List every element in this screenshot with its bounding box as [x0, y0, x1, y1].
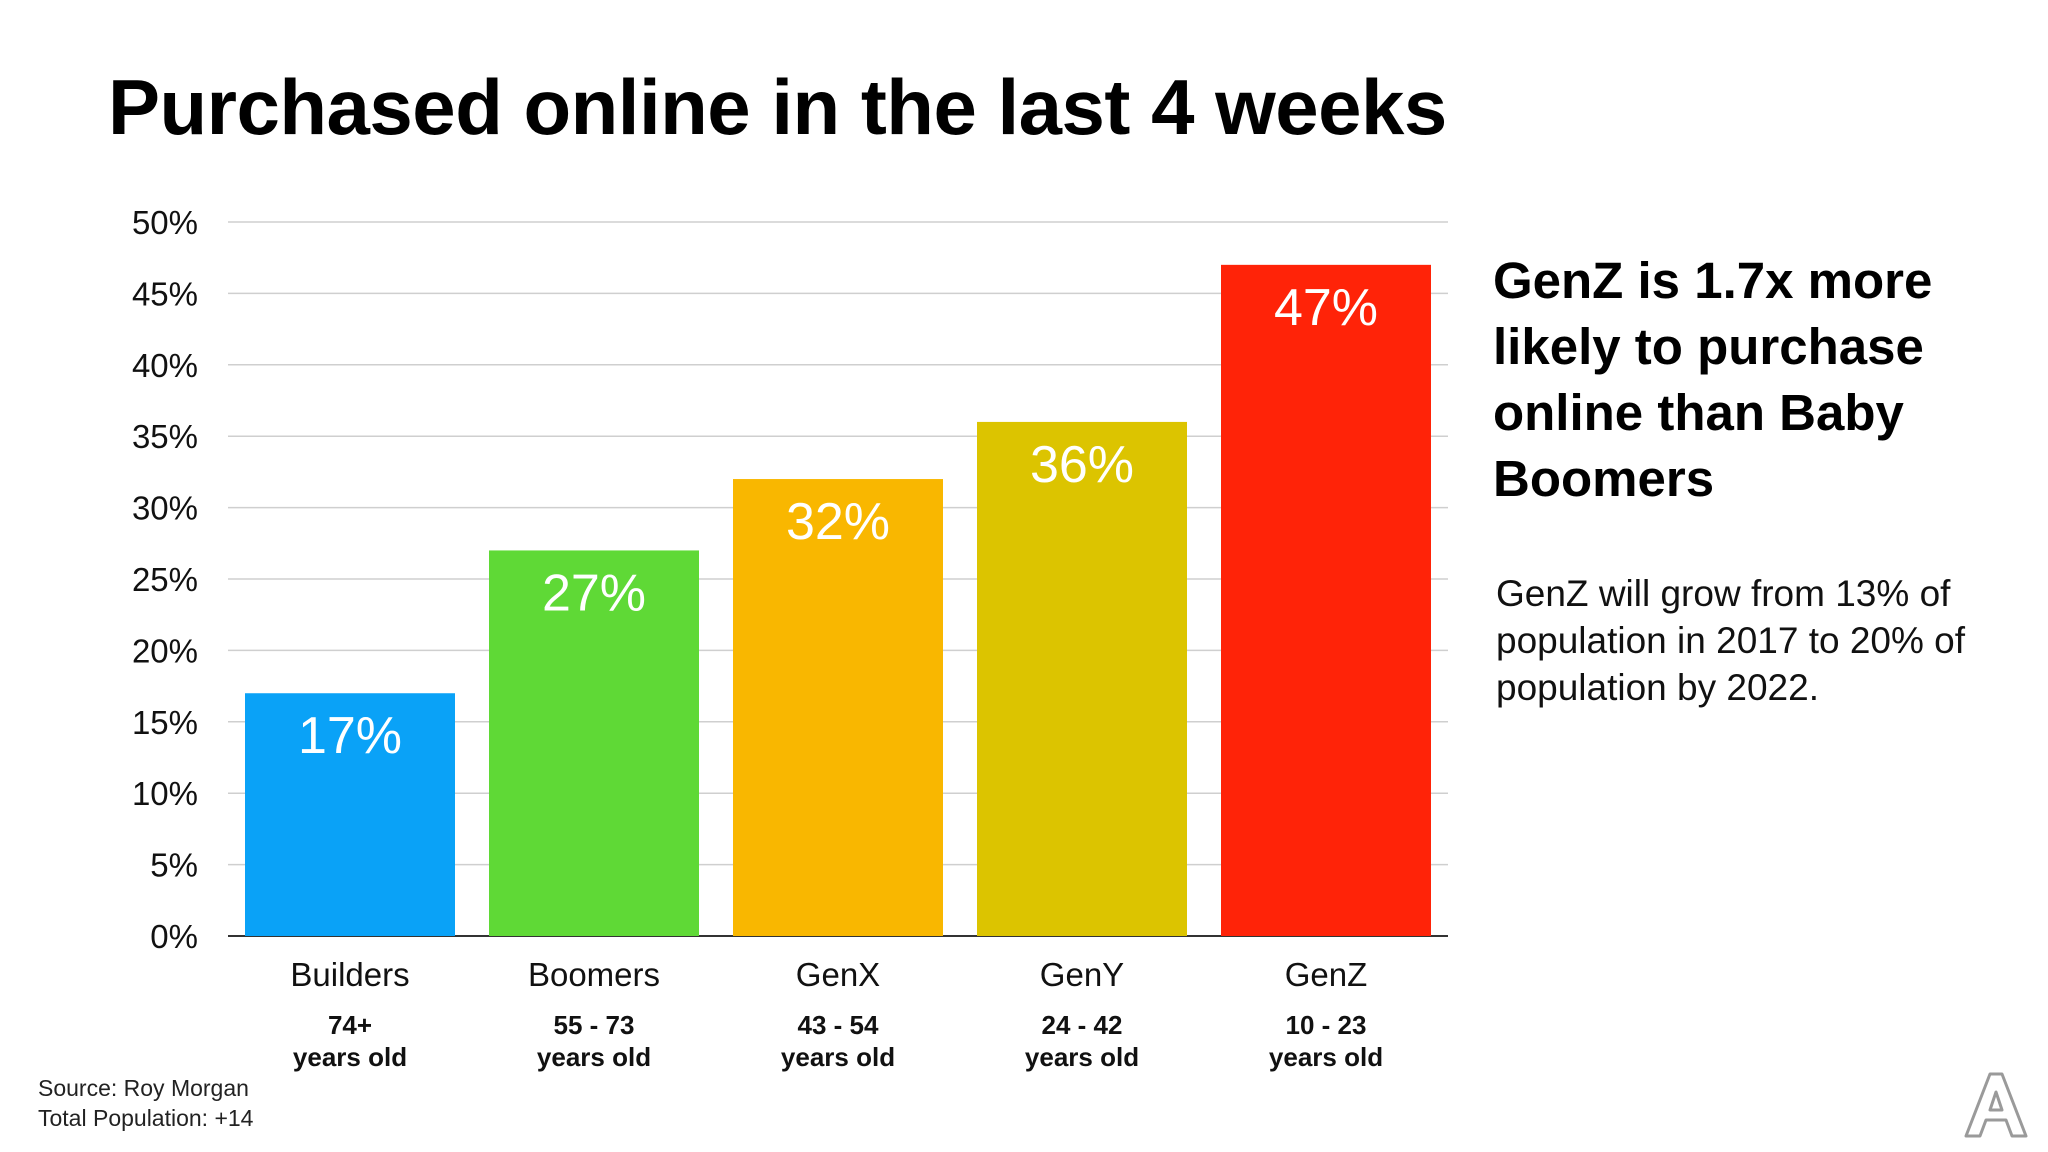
y-tick-label: 40% — [132, 347, 198, 384]
age-suffix-label: years old — [1025, 1042, 1139, 1072]
age-range-label: 43 - 54 — [798, 1010, 879, 1040]
y-tick-label: 30% — [132, 490, 198, 527]
bar-value-label: 27% — [542, 564, 646, 622]
x-category-label: Builders — [290, 956, 409, 993]
bar-value-label: 32% — [786, 493, 890, 551]
bars: 17% 27% 32% 36% 47% — [245, 264, 1431, 937]
bar-genz — [1221, 264, 1431, 937]
subtext: GenZ will grow from 13% of population in… — [1496, 573, 1966, 708]
bar-value-label: 17% — [298, 707, 402, 765]
y-tick-label: 20% — [132, 632, 198, 669]
age-suffix-label: years old — [537, 1042, 651, 1072]
age-range-label: 10 - 23 — [1286, 1010, 1367, 1040]
bar-value-label: 47% — [1274, 279, 1378, 337]
y-tick-label: 45% — [132, 275, 198, 312]
bar-geny — [977, 421, 1187, 936]
bar-boomers — [489, 550, 699, 936]
bar-value-label: 36% — [1030, 436, 1134, 494]
headline-text: GenZ is 1.7x more likely to purchase onl… — [1493, 252, 1933, 507]
x-category-label: GenY — [1040, 956, 1124, 993]
age-suffix-label: years old — [781, 1042, 895, 1072]
source-note: Source: Roy Morgan Total Population: +14 — [38, 1073, 253, 1133]
y-tick-label: 50% — [132, 204, 198, 241]
y-tick-label: 0% — [150, 918, 198, 955]
brand-logo-icon — [1964, 1072, 2028, 1138]
age-range-label: 55 - 73 — [554, 1010, 635, 1040]
population-line: Total Population: +14 — [38, 1105, 254, 1131]
chart-title: Purchased online in the last 4 weeks — [108, 63, 1447, 151]
bar-genx — [733, 479, 943, 936]
bar-builders — [245, 693, 455, 936]
y-tick-label: 15% — [132, 704, 198, 741]
x-category-label: Boomers — [528, 956, 660, 993]
x-category-label: GenX — [796, 956, 880, 993]
y-tick-label: 35% — [132, 418, 198, 455]
age-range-label: 24 - 42 — [1042, 1010, 1123, 1040]
y-tick-label: 5% — [150, 847, 198, 884]
age-suffix-label: years old — [1269, 1042, 1383, 1072]
y-tick-label: 10% — [132, 775, 198, 812]
age-range-label: 74+ — [328, 1010, 372, 1040]
y-tick-label: 25% — [132, 561, 198, 598]
source-line: Source: Roy Morgan — [38, 1075, 249, 1101]
x-category-label: GenZ — [1285, 956, 1368, 993]
age-suffix-label: years old — [293, 1042, 407, 1072]
